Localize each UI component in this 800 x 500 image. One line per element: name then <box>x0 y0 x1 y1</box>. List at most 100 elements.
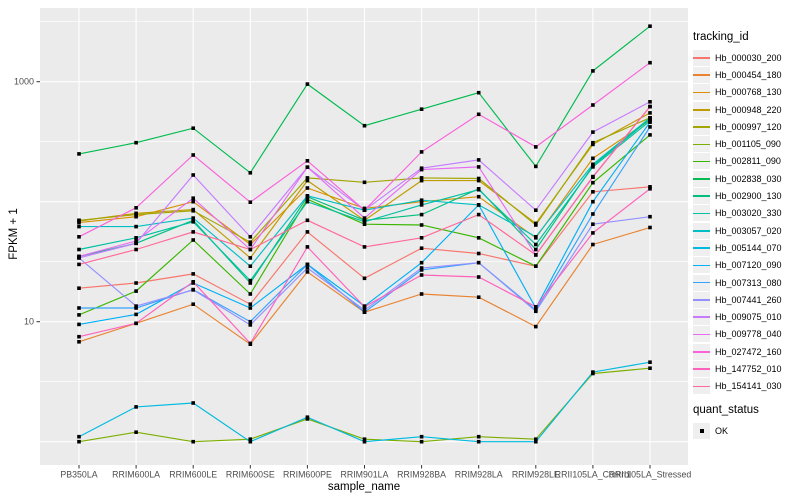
y-tick-label: 1000 <box>14 77 34 87</box>
data-point <box>419 203 424 207</box>
data-point <box>648 60 652 65</box>
legend-entry-label: Hb_009778_040 <box>715 329 782 340</box>
data-point <box>248 200 253 204</box>
legend-key <box>693 422 710 439</box>
legend-key <box>693 205 710 222</box>
data-point <box>648 133 652 137</box>
data-point <box>419 212 424 217</box>
legend-line-swatch <box>693 74 710 76</box>
data-point <box>591 130 595 134</box>
data-point <box>419 268 424 272</box>
legend-key <box>693 153 710 170</box>
data-point <box>534 305 538 309</box>
legend-line-swatch <box>693 316 710 319</box>
data-point <box>419 434 424 439</box>
data-point <box>248 247 253 252</box>
data-point <box>305 218 310 223</box>
legend-entry: Hb_000030_200 <box>693 49 799 66</box>
legend-entry-label: Hb_000030_200 <box>715 52 782 63</box>
data-point <box>648 125 652 129</box>
legend-entry: Hb_002811_090 <box>693 153 799 170</box>
legend-line-swatch <box>693 57 710 59</box>
legend-entry-label: Hb_002838_030 <box>715 173 782 184</box>
legend-entry: Hb_154141_030 <box>693 378 799 395</box>
data-point <box>648 214 652 219</box>
data-point <box>476 236 481 240</box>
data-point <box>591 242 595 247</box>
data-point <box>248 240 253 244</box>
data-point <box>419 223 424 227</box>
legend-key <box>693 118 710 135</box>
data-point <box>134 304 138 308</box>
legend-entry: Hb_009778_040 <box>693 326 799 343</box>
data-point <box>305 165 310 169</box>
data-point <box>591 190 595 194</box>
legend-entry-label: Hb_000997_120 <box>715 121 782 132</box>
data-point <box>419 178 424 183</box>
legend-entry: Hb_147752_010 <box>693 360 799 377</box>
data-point <box>248 319 253 324</box>
data-point <box>77 224 81 229</box>
data-point <box>648 360 652 364</box>
legend-line-swatch <box>693 281 710 284</box>
data-point <box>419 260 424 265</box>
legend-key <box>693 188 710 205</box>
x-tick-label: RRIM928LE <box>512 470 560 480</box>
data-point <box>134 241 138 246</box>
data-point <box>77 218 81 223</box>
data-point <box>248 439 253 444</box>
data-point <box>248 235 253 239</box>
legend-line-swatch <box>693 126 710 128</box>
data-point <box>419 150 424 154</box>
legend-entry: Hb_002838_030 <box>693 170 799 187</box>
legend-key <box>693 309 710 326</box>
legend-key <box>693 136 710 153</box>
legend-entry-label: Hb_005144_070 <box>715 242 782 253</box>
data-point <box>134 236 138 240</box>
data-point <box>248 264 253 268</box>
legend-items: Hb_000030_200 Hb_000454_180 Hb_000768_130 H… <box>693 49 799 395</box>
x-tick-label: RRIM600LA <box>112 470 160 480</box>
legend-key <box>693 360 710 377</box>
data-point <box>419 439 424 444</box>
data-point <box>534 309 538 314</box>
legend-line-swatch <box>693 264 710 267</box>
data-point <box>534 253 538 257</box>
data-point <box>476 158 481 162</box>
data-point <box>648 185 652 189</box>
y-tick-label: 10 <box>24 317 34 327</box>
data-point <box>534 145 538 149</box>
legend-key <box>693 66 710 83</box>
data-point <box>419 198 424 202</box>
data-point <box>191 209 195 213</box>
legend-entry-label: Hb_002811_090 <box>715 156 781 167</box>
data-point <box>191 288 195 292</box>
data-point <box>419 236 424 240</box>
data-point <box>191 196 195 200</box>
x-tick-label: PB350LA <box>60 470 97 480</box>
data-point <box>476 251 481 256</box>
data-point <box>305 415 310 419</box>
data-point <box>191 302 195 306</box>
data-point <box>77 340 81 344</box>
legend-key <box>693 343 710 360</box>
legend-line-swatch <box>693 299 710 301</box>
data-point <box>476 295 481 299</box>
data-point <box>534 439 538 444</box>
legend-entry-label: Hb_027472_160 <box>715 346 782 357</box>
data-point <box>77 322 81 327</box>
legend-line-swatch <box>693 351 710 353</box>
data-point <box>362 220 367 224</box>
data-point <box>534 223 538 227</box>
data-point <box>591 370 595 374</box>
legend-entry: Hb_000997_120 <box>693 118 799 135</box>
data-point <box>476 203 481 207</box>
legend-line-swatch <box>693 247 710 249</box>
data-point <box>134 405 138 409</box>
data-point <box>591 212 595 216</box>
data-point <box>534 437 538 441</box>
data-point <box>591 156 595 161</box>
legend-entry: Hb_003057_020 <box>693 222 799 239</box>
data-point <box>191 280 195 284</box>
legend-key <box>693 291 710 308</box>
